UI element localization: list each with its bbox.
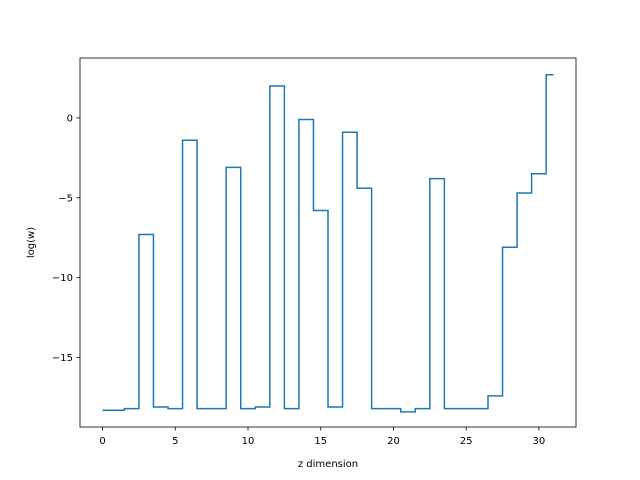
series-line-1 — [102, 74, 554, 413]
x-tick-label: 5 — [172, 436, 178, 447]
x-tick-label: 20 — [387, 436, 400, 447]
plot-frame — [79, 57, 577, 428]
x-tick-label: 30 — [533, 436, 546, 447]
y-axis-label: log(w) — [26, 227, 37, 258]
x-axis-ticks: 0 5 10 15 20 25 30 — [99, 427, 545, 447]
series-layer — [102, 74, 554, 413]
y-tick-label: −10 — [52, 273, 73, 284]
x-tick-label: 0 — [99, 436, 105, 447]
y-axis-ticks: −15 −10 −5 0 — [52, 113, 80, 364]
y-tick-label: −5 — [58, 193, 73, 204]
x-tick-label: 10 — [242, 436, 255, 447]
x-tick-label: 15 — [314, 436, 327, 447]
y-tick-label: −15 — [52, 353, 73, 364]
x-axis-label: z dimension — [298, 459, 358, 470]
x-tick-label: 25 — [460, 436, 473, 447]
y-tick-label: 0 — [67, 113, 73, 124]
